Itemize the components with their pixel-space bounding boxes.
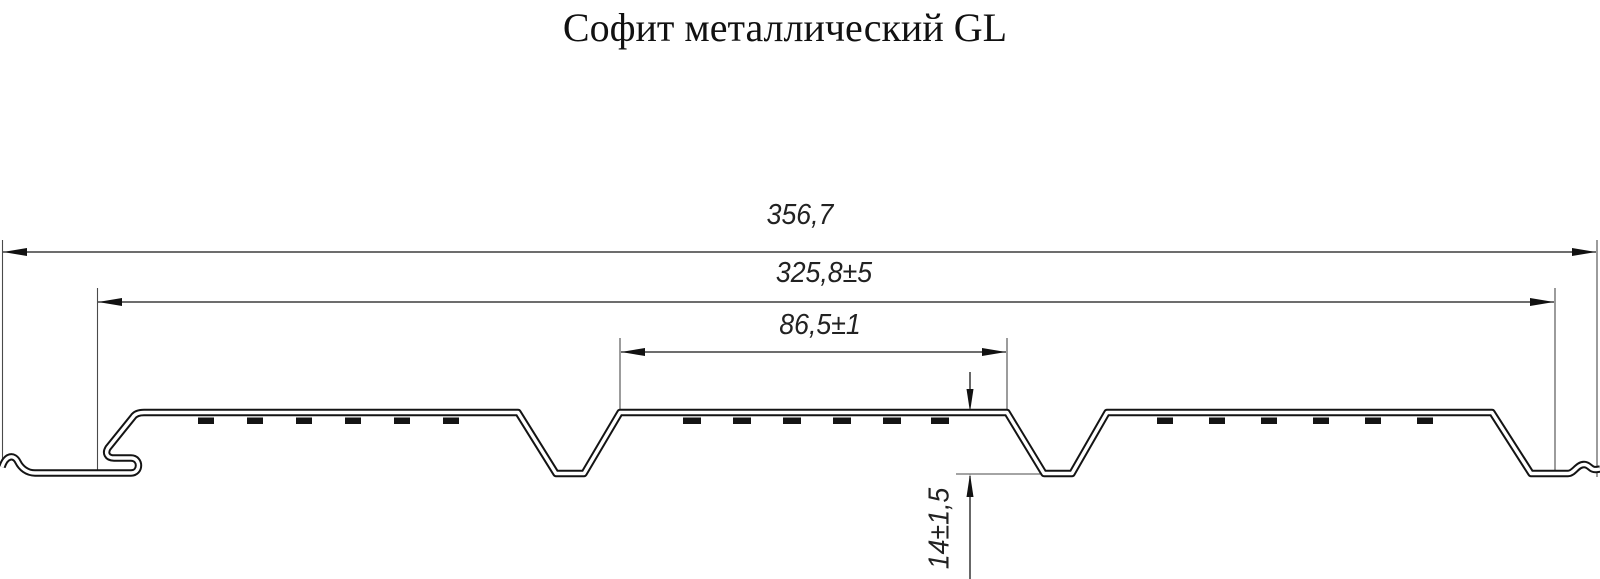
perforation-dash xyxy=(931,417,949,424)
perforation-dash xyxy=(883,417,901,424)
arrowhead-working-left xyxy=(98,298,122,306)
dimension-label-groove-depth: 14±1,5 xyxy=(923,487,956,570)
soffit-profile-outline xyxy=(0,408,1600,478)
perforation-dash xyxy=(1157,417,1173,424)
arrowhead-flat-left xyxy=(621,348,645,356)
perforation-dash xyxy=(1261,417,1277,424)
dimension-label-working-width: 325,8±5 xyxy=(775,257,873,289)
arrowhead-flat-right xyxy=(982,348,1006,356)
perforation-dash xyxy=(247,417,263,424)
perforation-dash xyxy=(1313,417,1329,424)
dimension-label-overall-width: 356,7 xyxy=(766,199,834,231)
perforation-dash xyxy=(394,417,410,424)
perforation-dash xyxy=(1209,417,1225,424)
dimension-label-flat-width: 86,5±1 xyxy=(779,309,861,341)
perforation-dashes xyxy=(198,417,1433,424)
profile-sheet-inner xyxy=(0,410,1600,476)
perforation-dash xyxy=(1365,417,1381,424)
perforation-dash xyxy=(683,417,701,424)
arrowhead-overall-left xyxy=(3,248,27,256)
arrowhead-depth-down xyxy=(966,389,974,412)
perforation-dash xyxy=(198,417,214,424)
perforation-dash xyxy=(833,417,851,424)
perforation-dash xyxy=(443,417,459,424)
perforation-dash xyxy=(296,417,312,424)
perforation-dash xyxy=(1417,417,1433,424)
perforation-dash xyxy=(783,417,801,424)
arrowhead-working-right xyxy=(1530,298,1554,306)
arrowheads xyxy=(3,248,1596,497)
extension-lines xyxy=(1,240,1598,477)
drawing-title: Софит металлический GL xyxy=(562,5,1008,50)
arrowhead-overall-right xyxy=(1572,248,1596,256)
perforation-dash xyxy=(345,417,361,424)
arrowhead-depth-up xyxy=(966,474,974,497)
dimension-lines xyxy=(3,251,1596,579)
perforation-dash xyxy=(733,417,751,424)
